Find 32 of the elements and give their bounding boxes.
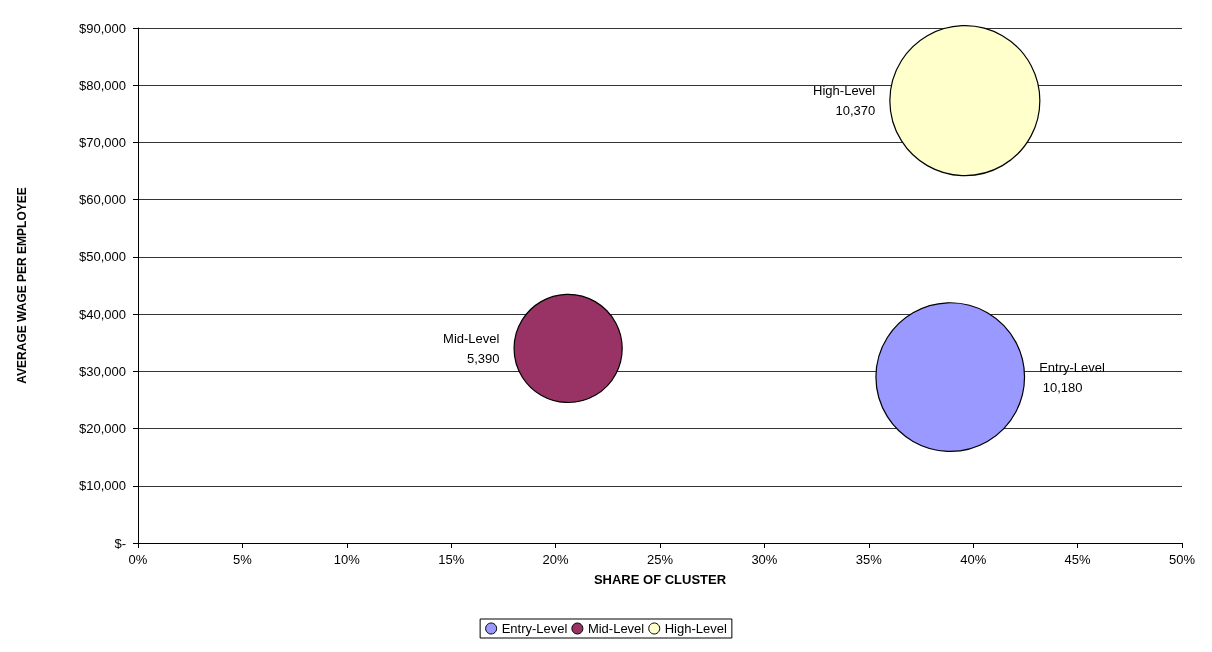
legend-label: Mid-Level (587, 621, 645, 636)
x-axis-title: SHARE OF CLUSTER (593, 572, 727, 587)
x-tick-label: 0% (128, 552, 148, 567)
y-axis-title: AVERAGE WAGE PER EMPLOYEE (15, 187, 29, 384)
x-tick-label: 50% (1168, 552, 1196, 567)
text: High-Level (813, 83, 876, 99)
x-tick-label: 45% (1064, 552, 1092, 567)
text: Mid-Level (443, 330, 500, 346)
legend-label: Entry-Level (501, 621, 568, 636)
y-tick-label: $- (114, 535, 126, 551)
text: Entry-Level (1039, 359, 1105, 375)
y-tick-label: $20,000 (79, 421, 126, 437)
x-tick-label: 5% (233, 552, 253, 567)
y-tick-label: $30,000 (79, 363, 126, 379)
y-tick-label: $40,000 (79, 306, 126, 322)
y-tick-label: $10,000 (79, 478, 126, 494)
x-tick-label: 40% (960, 552, 987, 567)
x-tick-label: 20% (542, 552, 570, 567)
y-tick-label: $50,000 (79, 249, 126, 265)
data-label: 5,390 (463, 350, 500, 366)
y-tick-label: $60,000 (79, 192, 126, 208)
x-tick-label: 15% (438, 552, 465, 567)
data-label: 10,370 (831, 103, 876, 119)
x-tick-label: 30% (751, 552, 778, 567)
data-label: 10,180 (1039, 379, 1083, 395)
y-tick-label: $70,000 (79, 134, 126, 150)
x-tick-label: 10% (333, 552, 361, 567)
x-tick-label: 25% (646, 552, 674, 567)
y-tick-label: $80,000 (79, 77, 126, 93)
legend-label: High-Level (664, 621, 727, 636)
x-tick-label: 35% (855, 552, 883, 567)
y-tick-label: $90,000 (79, 20, 126, 36)
